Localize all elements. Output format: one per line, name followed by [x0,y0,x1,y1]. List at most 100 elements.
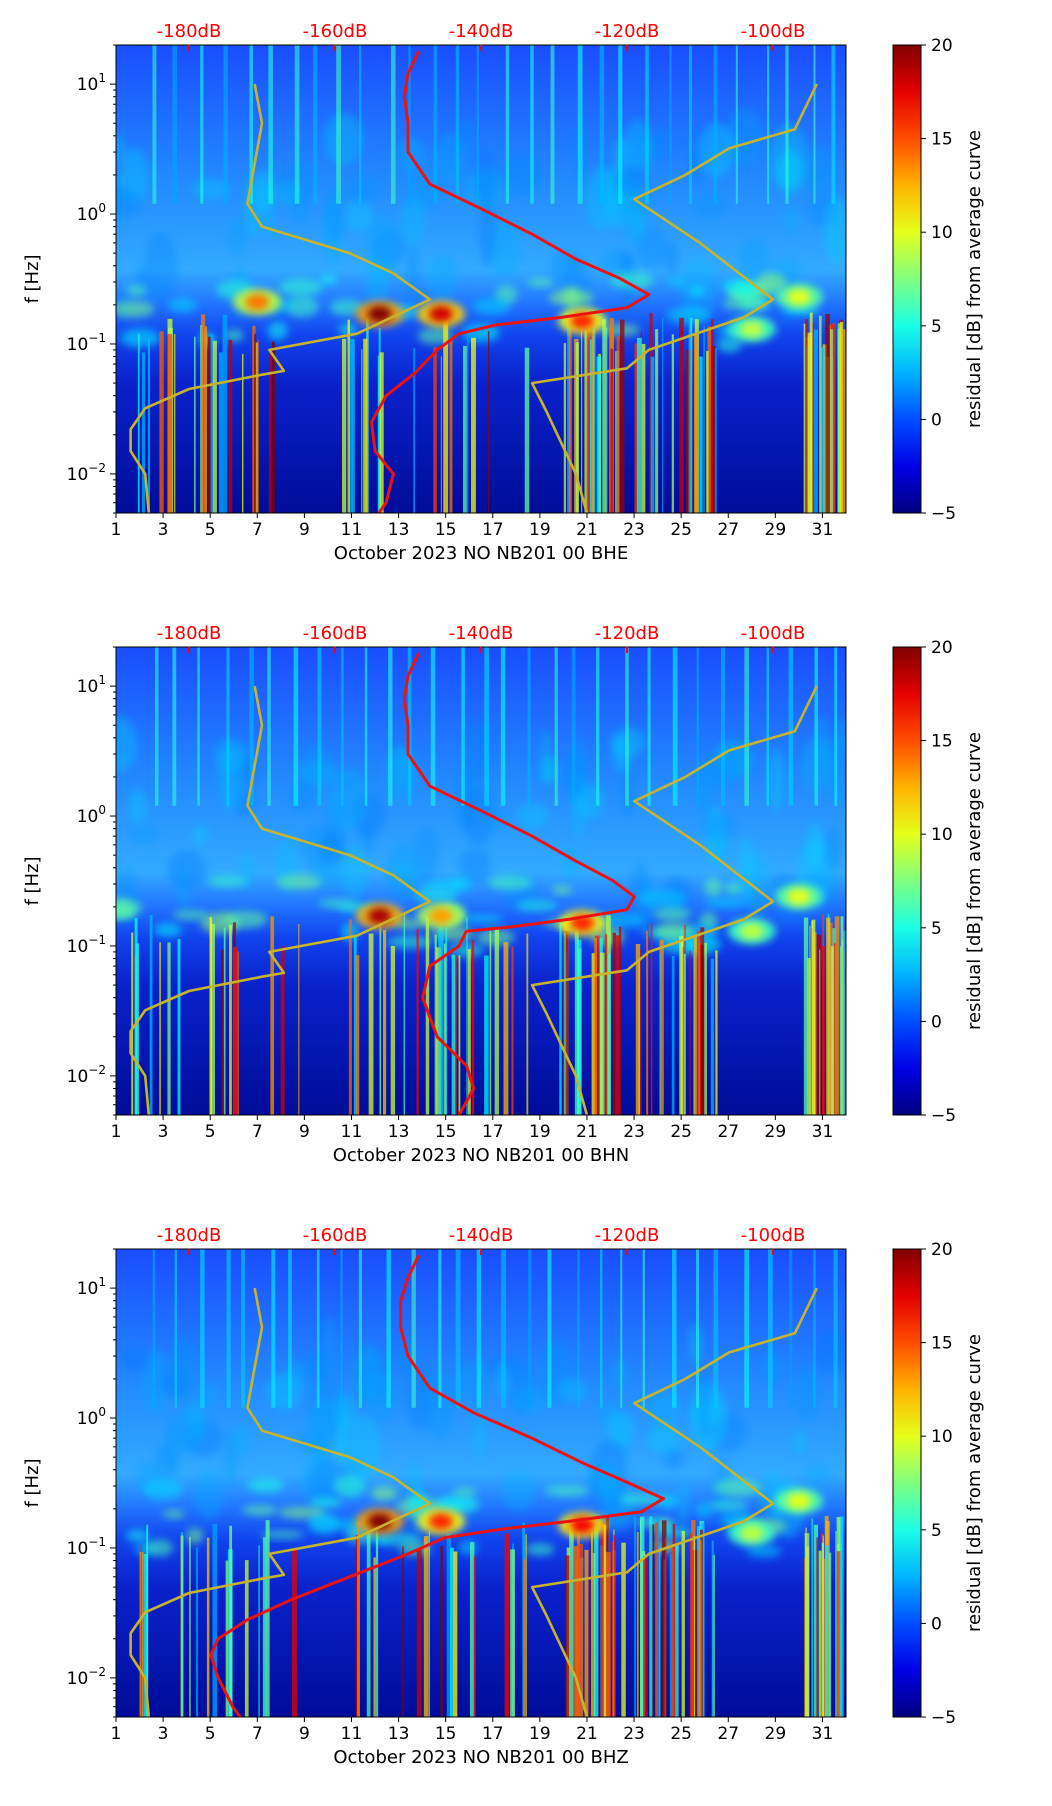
noise-patch [116,716,138,772]
low-frequency-spike [366,318,369,513]
low-frequency-spike [822,1558,827,1717]
streak [249,45,253,204]
streak [647,647,651,806]
low-frequency-spike [467,335,469,513]
noise-patch [226,217,247,256]
yellow-model-curve [129,1287,432,1717]
colorbar-tick-label: −5 [931,1106,956,1126]
noise-patch [472,1413,487,1461]
microseism-patch [333,1475,366,1497]
colorbar-label: residual [dB] from average curve [964,732,985,1030]
residual-blob [786,888,811,905]
x-tick-label: 19 [529,1122,551,1142]
low-frequency-spike [523,1559,526,1717]
low-frequency-spike [403,913,406,1115]
noise-patch [213,737,249,773]
noise-patch [738,238,770,281]
low-frequency-spike [606,1552,611,1717]
streak [528,1249,532,1408]
streak [200,1249,205,1408]
x-tick-label: 11 [341,520,363,540]
x-tick-label: 3 [158,520,169,540]
low-frequency-spike [655,329,659,513]
low-frequency-spike [836,1551,842,1717]
x-tick-label: 19 [529,1724,551,1744]
low-frequency-spike [699,356,703,513]
streak [200,45,204,204]
low-frequency-spike [715,950,718,1115]
microseism-patch [667,277,687,288]
low-frequency-spike [200,314,206,513]
noise-patch [687,1324,703,1363]
low-frequency-spike [159,942,161,1115]
x-axis-label: October 2023 NO NB201 00 BHE [334,543,628,564]
low-frequency-spike [641,343,646,513]
low-frequency-spike [223,927,226,1115]
low-frequency-spike [373,1557,376,1717]
low-frequency-spike [471,940,475,1115]
streak [433,45,438,204]
low-frequency-spike [451,954,456,1115]
residual-blob [786,288,811,305]
low-frequency-spike [471,337,476,513]
streak [766,647,769,806]
streak [642,1249,645,1408]
colorbar-tick-label: 0 [931,1614,942,1634]
top-db-label: -160dB [303,623,368,644]
low-frequency-spike [693,937,695,1115]
low-frequency-spike [207,336,211,513]
streak [501,1249,507,1408]
low-frequency-spike [218,352,223,513]
streak [388,647,393,806]
low-frequency-spike [503,942,509,1115]
noise-patch [276,181,301,206]
microseism-patch [488,875,533,890]
streak [152,45,157,204]
noise-patch [301,1352,333,1381]
noise-patch [116,134,127,165]
x-tick-label: 13 [388,520,410,540]
low-frequency-spike [600,1520,605,1717]
low-frequency-spike [828,324,832,513]
low-frequency-spike [212,1524,218,1717]
low-frequency-spike [680,935,684,1115]
x-tick-label: 1 [111,520,122,540]
low-frequency-spike [433,347,437,513]
plot-area [116,45,846,513]
y-axis-label: f [Hz] [22,856,43,905]
low-frequency-spike [704,942,707,1115]
streak [669,45,672,204]
low-frequency-spike [646,930,648,1115]
low-frequency-spike [257,340,259,513]
low-frequency-spike [619,926,622,1115]
streak [813,1249,816,1408]
noise-patch [289,780,316,812]
x-tick-label: 31 [812,520,834,540]
colorbar: −5 0 5 10 15 20 [892,1240,956,1728]
low-frequency-spike [809,925,811,1115]
low-frequency-spike [621,1542,626,1717]
x-tick-label: 7 [252,1122,263,1142]
streak [547,1249,552,1408]
residual-blob [786,1492,811,1509]
low-frequency-spike [265,1520,270,1717]
noise-patch [193,824,208,846]
low-frequency-spike [689,950,691,1115]
low-frequency-spike [140,1544,143,1717]
low-frequency-spike [619,319,625,513]
microseism-patch [516,900,558,911]
low-frequency-spike [606,327,608,513]
residual-blob [739,321,764,338]
noise-patch [501,1470,536,1512]
low-frequency-spike [484,955,489,1115]
streak [831,45,836,204]
low-frequency-spike [228,339,233,513]
low-frequency-spike [568,329,570,513]
low-frequency-spike [688,313,691,513]
noise-patch [393,746,412,787]
low-frequency-spike [816,1537,819,1717]
low-frequency-spike [366,1530,371,1717]
low-frequency-spike [681,1530,685,1717]
x-tick-label: 3 [158,1724,169,1744]
